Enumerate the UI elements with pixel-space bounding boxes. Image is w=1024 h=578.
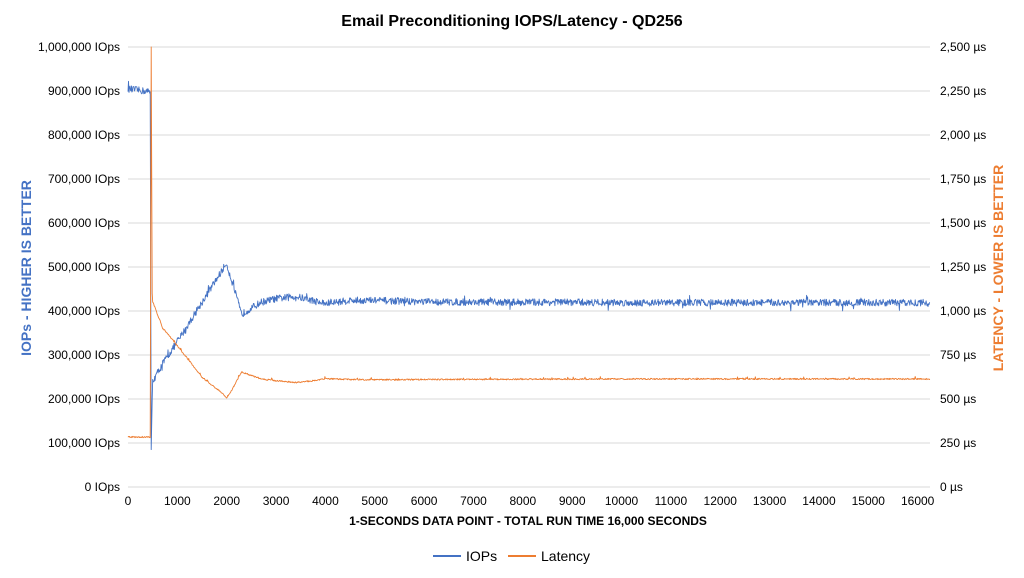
y-left-tick-label: 400,000 IOps [48, 304, 120, 318]
x-tick-label: 7000 [460, 494, 487, 508]
series-line-iops [127, 80, 931, 451]
x-axis-label: 1-SECONDS DATA POINT - TOTAL RUN TIME 16… [349, 514, 707, 528]
x-tick-label: 14000 [802, 494, 836, 508]
y-left-tick-label: 900,000 IOps [48, 84, 120, 98]
x-tick-label: 12000 [704, 494, 738, 508]
y-left-tick-label: 100,000 IOps [48, 436, 120, 450]
series-layer [127, 46, 931, 451]
y-left-tick-label: 300,000 IOps [48, 348, 120, 362]
y-right-tick-label: 1,250 µs [940, 260, 986, 274]
x-tick-label: 9000 [559, 494, 586, 508]
y-axis-left-label: IOPs - HIGHER IS BETTER [18, 180, 34, 356]
gridlines [128, 46, 930, 488]
y-axis-right-label: LATENCY - LOWER IS BETTER [990, 165, 1006, 371]
x-tick-label: 15000 [852, 494, 886, 508]
x-tick-label: 13000 [753, 494, 787, 508]
x-tick-label: 4000 [312, 494, 339, 508]
chart-title: Email Preconditioning IOPS/Latency - QD2… [341, 13, 683, 30]
y-left-tick-label: 1,000,000 IOps [38, 40, 120, 54]
y-right-tick-label: 2,500 µs [940, 40, 986, 54]
x-tick-label: 10000 [605, 494, 639, 508]
x-tick-label: 8000 [509, 494, 536, 508]
y-left-tick-labels: 0 IOps 100,000 IOps 200,000 IOps 300,000 IO… [38, 40, 120, 494]
x-tick-label: 1000 [164, 494, 191, 508]
y-right-tick-label: 2,000 µs [940, 128, 986, 142]
y-right-tick-label: 1,500 µs [940, 216, 986, 230]
y-right-tick-label: 0 µs [940, 480, 963, 494]
x-tick-labels: 0 1000 2000 3000 4000 5000 6000 7000 8000 9000 100… [125, 494, 935, 508]
y-right-tick-label: 2,250 µs [940, 84, 986, 98]
y-left-tick-label: 0 IOps [85, 480, 120, 494]
y-left-tick-label: 600,000 IOps [48, 216, 120, 230]
x-tick-label: 11000 [655, 494, 688, 508]
y-left-tick-label: 700,000 IOps [48, 172, 120, 186]
x-tick-label: 16000 [901, 494, 935, 508]
y-left-tick-label: 200,000 IOps [48, 392, 120, 406]
y-left-tick-label: 500,000 IOps [48, 260, 120, 274]
y-right-tick-label: 250 µs [940, 436, 976, 450]
x-tick-label: 0 [125, 494, 132, 508]
y-left-tick-label: 800,000 IOps [48, 128, 120, 142]
x-tick-label: 3000 [263, 494, 290, 508]
x-tick-label: 2000 [213, 494, 240, 508]
y-right-tick-labels: 0 µs 250 µs 500 µs 750 µs 1,000 µs 1,250 µs 1,… [940, 40, 986, 494]
x-tick-label: 5000 [361, 494, 388, 508]
y-right-tick-label: 500 µs [940, 392, 976, 406]
y-right-tick-label: 1,000 µs [940, 304, 986, 318]
y-right-tick-label: 750 µs [940, 348, 976, 362]
x-tick-label: 6000 [411, 494, 438, 508]
series-line-latency [127, 46, 931, 439]
legend-label-iops: IOPs [466, 548, 497, 564]
legend: IOPs Latency [433, 548, 590, 564]
legend-label-latency: Latency [541, 548, 590, 564]
y-right-tick-label: 1,750 µs [940, 172, 986, 186]
